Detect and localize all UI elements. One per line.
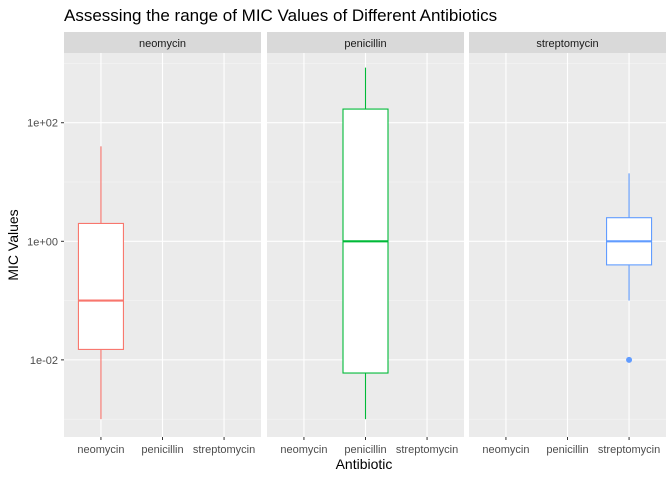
boxplot-penicillin xyxy=(342,67,389,420)
facet-strip-label: neomycin xyxy=(139,38,186,50)
x-tick-label: penicillin xyxy=(344,444,386,456)
facet-strip xyxy=(267,32,464,53)
facet-strip xyxy=(64,32,261,53)
facet-strip-label: penicillin xyxy=(344,38,386,50)
x-tick-label: streptomycin xyxy=(193,444,255,456)
facet-panel-streptomycin: streptomycin neomycin penicillin streptomyc… xyxy=(469,32,666,456)
chart-title: Assessing the range of MIC Values of Dif… xyxy=(64,6,497,25)
facet-strip-label: streptomycin xyxy=(536,38,598,50)
x-axis-title: Antibiotic xyxy=(336,456,393,472)
x-tick-label: neomycin xyxy=(77,444,124,456)
facet-strip xyxy=(469,32,666,53)
facet-panel-neomycin: neomycin neomycin penicillin streptomycin xyxy=(64,32,261,456)
x-tick-label: penicillin xyxy=(546,444,588,456)
y-tick-label: 1e+02 xyxy=(27,118,58,130)
x-tick-label: streptomycin xyxy=(396,444,458,456)
x-tick-label: penicillin xyxy=(141,444,183,456)
boxplot-streptomycin xyxy=(606,173,653,363)
y-tick-label: 1e+00 xyxy=(27,236,58,248)
facet-panel-penicillin: penicillin neomycin penicillin streptomycin xyxy=(267,32,464,456)
y-tick-label: 1e-02 xyxy=(30,355,58,367)
boxplot-neomycin xyxy=(77,146,124,420)
x-tick-label: neomycin xyxy=(280,444,327,456)
x-tick-label: streptomycin xyxy=(598,444,660,456)
box-iqr xyxy=(77,222,124,350)
y-axis-title: MIC Values xyxy=(5,209,21,280)
outlier-point xyxy=(626,356,633,363)
x-tick-label: neomycin xyxy=(482,444,529,456)
